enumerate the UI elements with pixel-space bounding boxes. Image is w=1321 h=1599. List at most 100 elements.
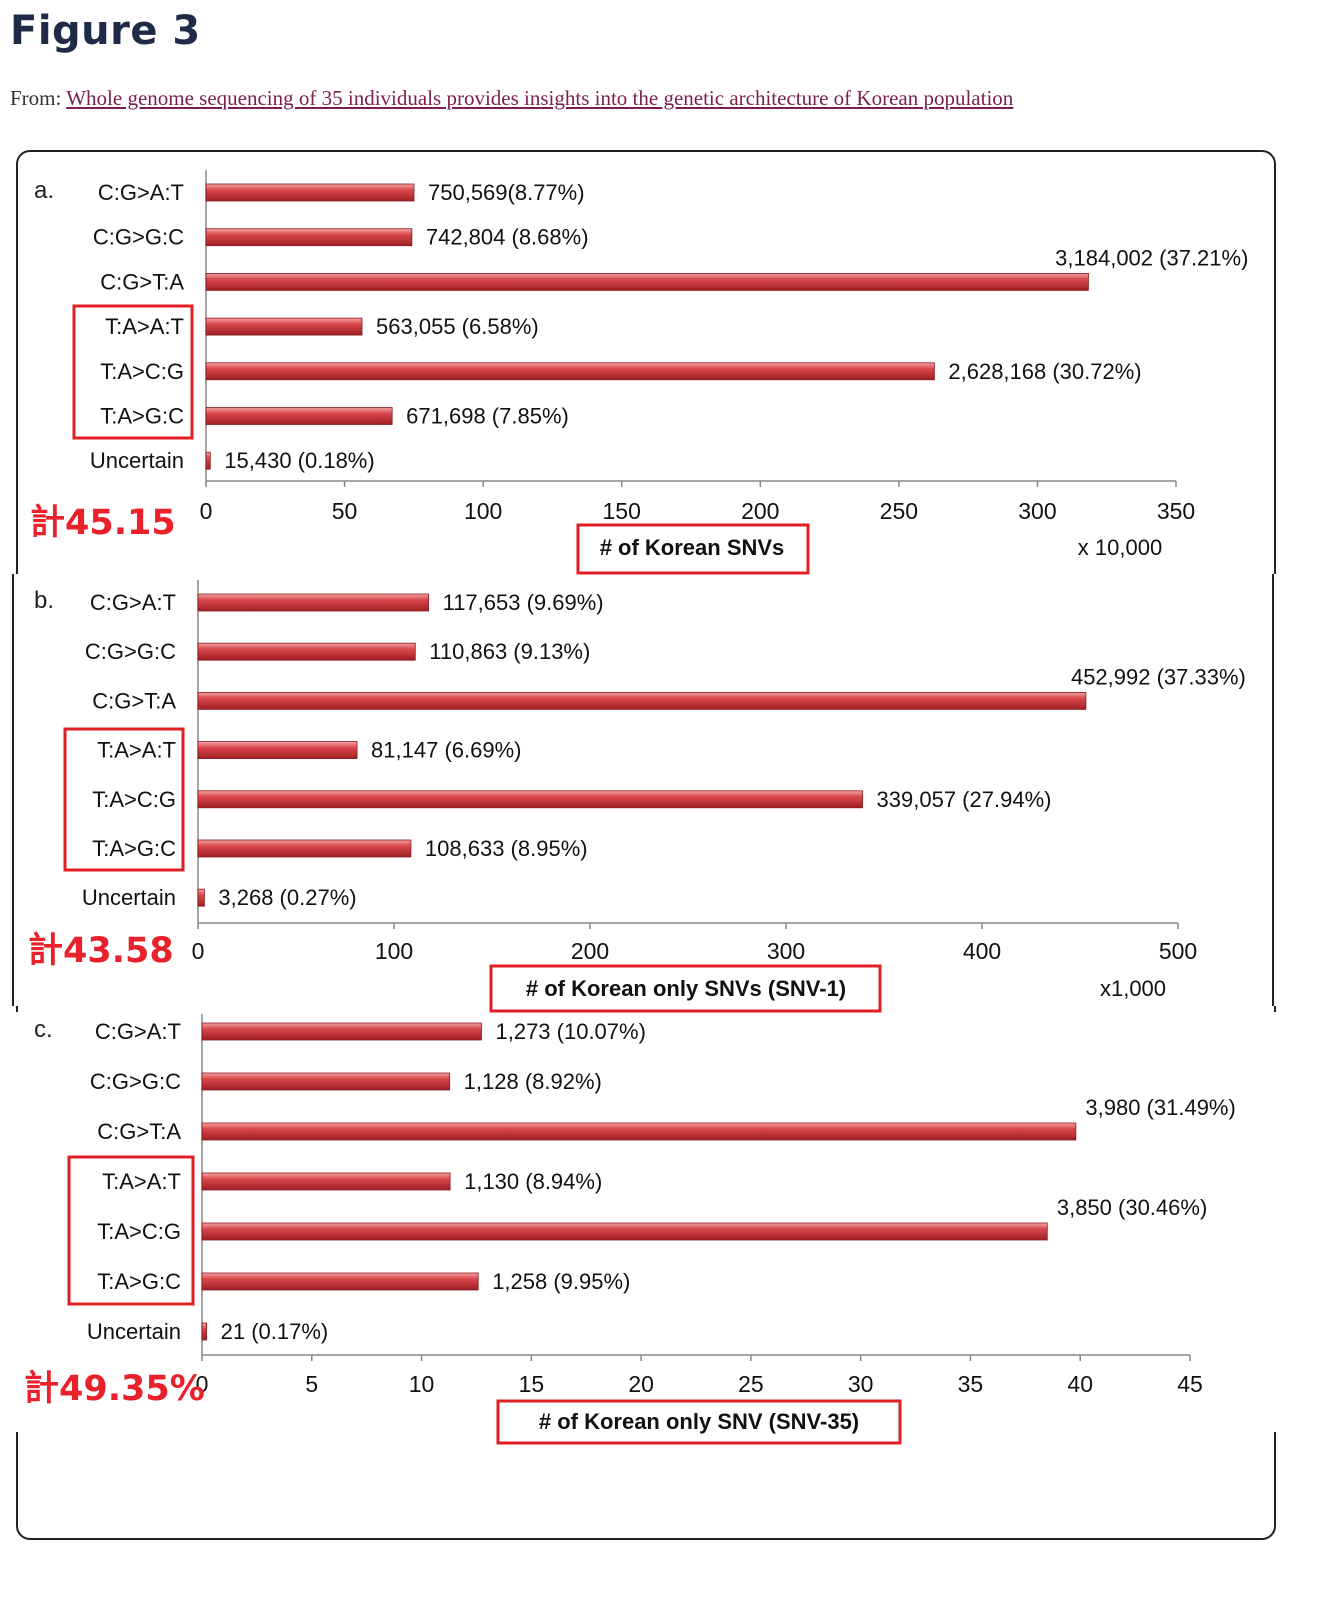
x-tick-label: 30 [848,1371,874,1397]
panel-a-total-annotation: 計45.15 [30,503,176,543]
transversion-highlight-box [63,727,185,872]
x-axis-title: # of Korean only SNV (SNV-35) [539,1409,859,1434]
bar-t-a-a-t [201,1172,451,1191]
category-label: Uncertain [82,885,176,910]
data-label: 563,055 (6.58%) [376,314,539,339]
category-label: T:A>G:C [100,404,184,429]
panel-b: b. 0 100 200 300 400 500 C:G>A:T 117,653 (9.69%)… [34,580,1246,1013]
bar-c-g-t-a [197,692,1087,710]
bar-uncertain [205,451,211,470]
data-label: 3,268 (0.27%) [218,885,356,910]
data-label: 1,130 (8.94%) [464,1169,602,1194]
panel-a: a. 0 50 100 150 200 250 300 350 C:G>A:T 750,569(8.… [34,170,1248,575]
article-link[interactable]: Whole genome sequencing of 35 individual… [66,86,1014,110]
category-label: T:A>G:C [97,1269,181,1294]
bar-uncertain [201,1322,208,1341]
data-label: 339,057 (27.94%) [877,787,1052,812]
category-label: C:G>A:T [95,1019,181,1044]
xlabel-highlight-box [576,523,810,575]
bar-t-a-c-g [205,362,935,381]
x-tick-label: 35 [958,1371,984,1397]
x-tick-label: 15 [519,1371,545,1397]
panel-label: b. [34,587,54,614]
data-label: 15,430 (0.18%) [224,448,374,473]
panel-c-total-annotation: 計49.35% [24,1369,205,1409]
x-tick-label: 200 [741,498,779,524]
bar-c-g-g-c [197,642,416,661]
category-label: C:G>G:C [85,639,176,664]
x-tick-label: 25 [738,1371,764,1397]
xlabel-highlight-box [489,964,882,1013]
x-tick-label: 10 [409,1371,435,1397]
x-tick-label: 100 [375,938,413,964]
data-label: 1,258 (9.95%) [492,1269,630,1294]
xlabel-highlight-box [496,1399,902,1445]
x-tick-label: 150 [603,498,641,524]
data-label: 750,569(8.77%) [428,180,585,205]
category-label: T:A>C:G [97,1219,181,1244]
bar-uncertain [197,888,205,907]
category-label: C:G>T:A [92,688,176,713]
category-label: C:G>T:A [97,1119,181,1144]
source-line: From: Whole genome sequencing of 35 indi… [10,86,1013,111]
bar-t-a-a-t [205,317,363,336]
x-axis-title: # of Korean SNVs [600,535,785,560]
bar-t-a-g-c [197,839,412,858]
from-label: From: [10,86,62,110]
data-label: 108,633 (8.95%) [425,836,588,861]
bar-t-a-g-c [201,1272,479,1291]
bar-c-g-g-c [205,228,413,247]
data-label: 671,698 (7.85%) [406,404,569,429]
category-label: C:G>G:C [93,225,184,250]
x-axis-unit: x 10,000 [1078,535,1162,560]
data-label: 110,863 (9.13%) [429,639,590,664]
data-label: 1,273 (10.07%) [495,1019,645,1044]
category-label: T:A>A:T [105,314,184,339]
bar-t-a-c-g [197,790,863,809]
panel-b-frame [12,574,1274,1006]
x-tick-label: 5 [305,1371,318,1397]
x-tick-label: 0 [196,1371,209,1397]
data-label: 1,128 (8.92%) [464,1069,602,1094]
data-label: 117,653 (9.69%) [443,590,604,615]
category-label: T:A>C:G [92,787,176,812]
category-label: C:G>A:T [90,590,176,615]
category-label: Uncertain [87,1319,181,1344]
data-label: 3,980 (31.49%) [1085,1095,1235,1120]
x-tick-label: 45 [1177,1371,1203,1397]
x-tick-label: 50 [332,498,358,524]
bar-t-a-g-c [205,407,393,425]
x-tick-label: 0 [192,938,205,964]
bar-c-g-a-t [205,183,415,202]
panel-label: c. [34,1016,53,1043]
x-tick-label: 500 [1159,938,1197,964]
bar-c-g-a-t [201,1022,482,1041]
x-tick-label: 0 [200,498,213,524]
x-tick-label: 100 [464,498,502,524]
bar-t-a-c-g [201,1222,1048,1241]
category-label: T:A>C:G [100,359,184,384]
x-tick-label: 40 [1067,1371,1093,1397]
category-label: T:A>A:T [102,1169,181,1194]
data-label: 81,147 (6.69%) [371,738,521,763]
category-label: C:G>A:T [98,180,184,205]
frame-gap-left-2 [10,1012,24,1432]
x-tick-label: 300 [767,938,805,964]
bar-c-g-g-c [201,1072,451,1091]
transversion-highlight-box [72,304,194,440]
x-tick-label: 20 [628,1371,654,1397]
bar-t-a-a-t [197,741,358,759]
panel-c: c. 0 5 10 15 20 25 30 35 40 45 C:G>A:T 1,273 (10.07%… [34,1014,1236,1445]
x-tick-label: 200 [571,938,609,964]
x-tick-label: 400 [963,938,1001,964]
x-axis-unit: x1,000 [1100,976,1166,1001]
data-label: 742,804 (8.68%) [426,225,589,250]
bar-c-g-a-t [197,593,429,612]
transversion-highlight-box [67,1155,195,1306]
figure-title: Figure 3 [10,8,201,54]
data-label: 2,628,168 (30.72%) [948,359,1141,384]
x-tick-label: 250 [880,498,918,524]
category-label: Uncertain [90,448,184,473]
frame-gap-right [1268,574,1282,1006]
